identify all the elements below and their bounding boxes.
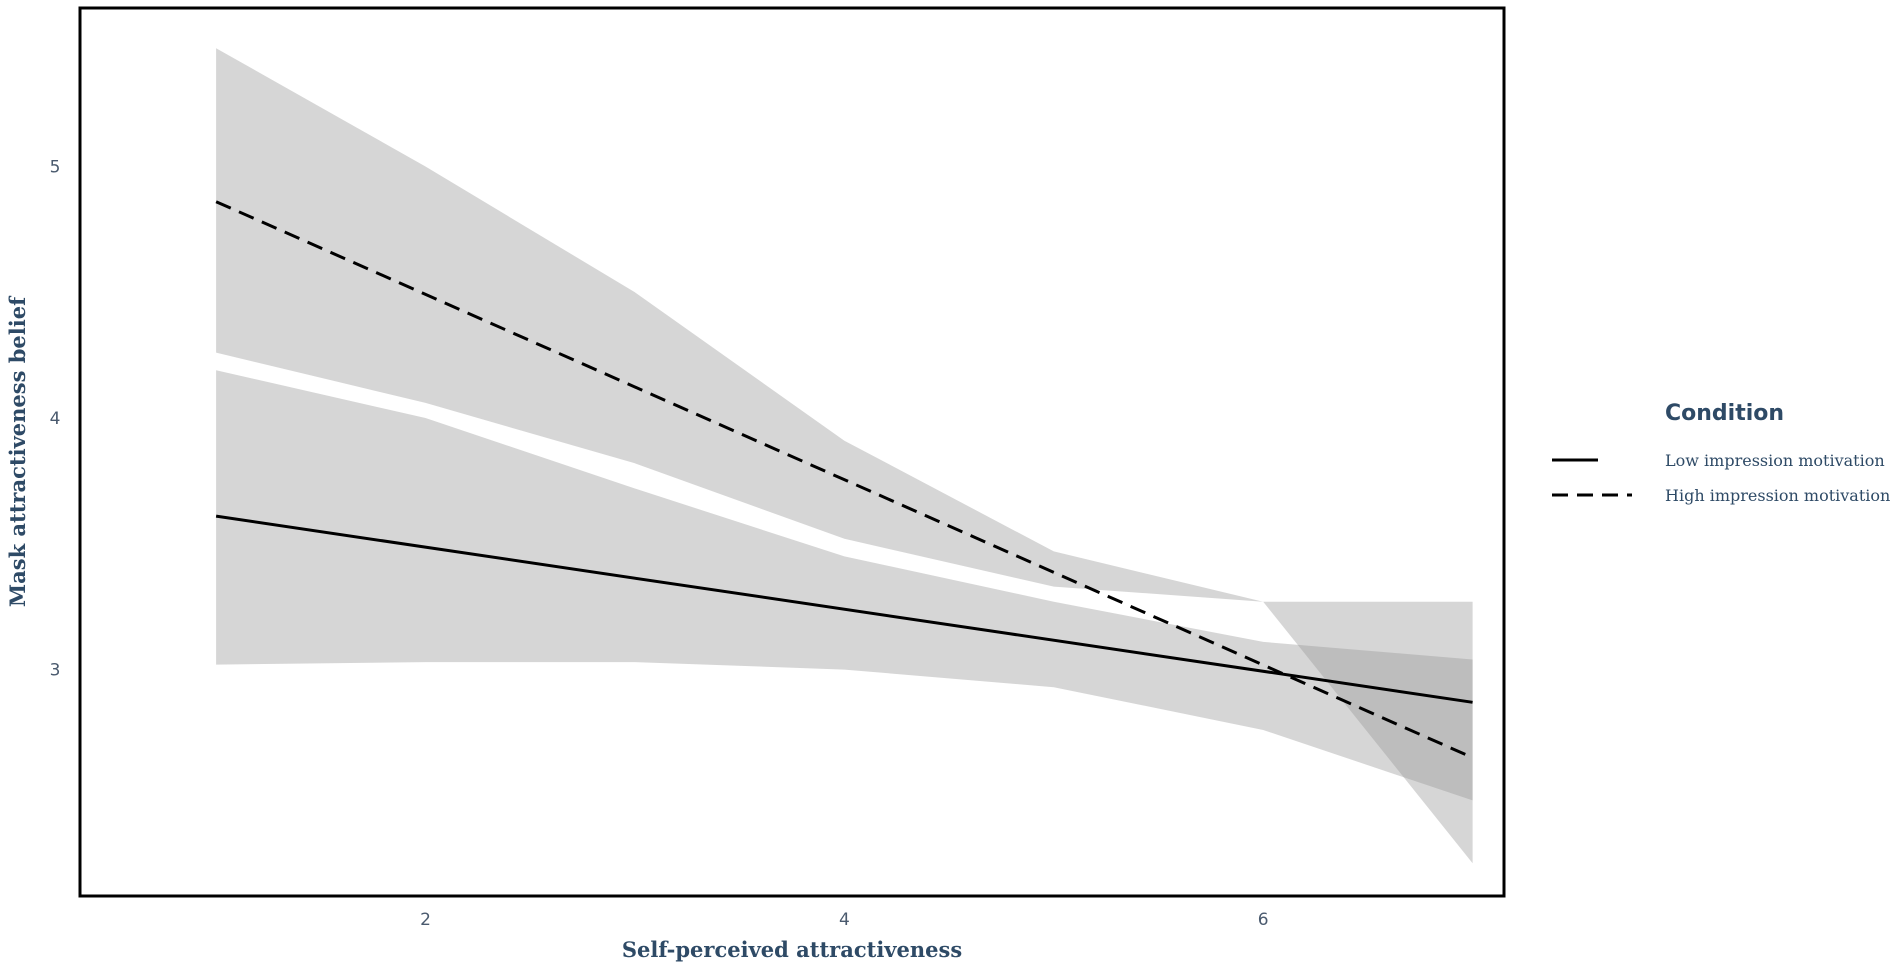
x-axis-ticks: 2 4 6	[420, 910, 1268, 930]
legend-label-high-impression-motivation: High impression motivation	[1665, 486, 1890, 505]
x-tick-label: 2	[420, 910, 431, 930]
x-tick-label: 6	[1258, 910, 1269, 930]
y-axis-title: Mask attractiveness belief	[5, 295, 30, 607]
confidence-band-high-impression-motivation	[216, 48, 1473, 864]
y-axis-ticks: 3 4 5	[50, 157, 61, 680]
y-tick-label: 3	[50, 661, 61, 681]
x-tick-label: 4	[839, 910, 850, 930]
confidence-bands	[216, 48, 1473, 864]
plot-border	[78, 6, 1506, 898]
confidence-band-low-impression-motivation	[216, 370, 1473, 801]
legend: Condition Low impression motivation High…	[1552, 401, 1890, 505]
x-axis-title: Self-perceived attractiveness	[622, 937, 962, 962]
series-line-low-impression-motivation	[215, 514, 1473, 704]
y-tick-label: 4	[50, 409, 61, 429]
series-lines	[215, 200, 1474, 760]
series-line-high-impression-motivation	[215, 200, 1474, 760]
y-tick-label: 5	[50, 157, 61, 177]
legend-title: Condition	[1665, 401, 1784, 426]
legend-label-low-impression-motivation: Low impression motivation	[1665, 451, 1885, 470]
